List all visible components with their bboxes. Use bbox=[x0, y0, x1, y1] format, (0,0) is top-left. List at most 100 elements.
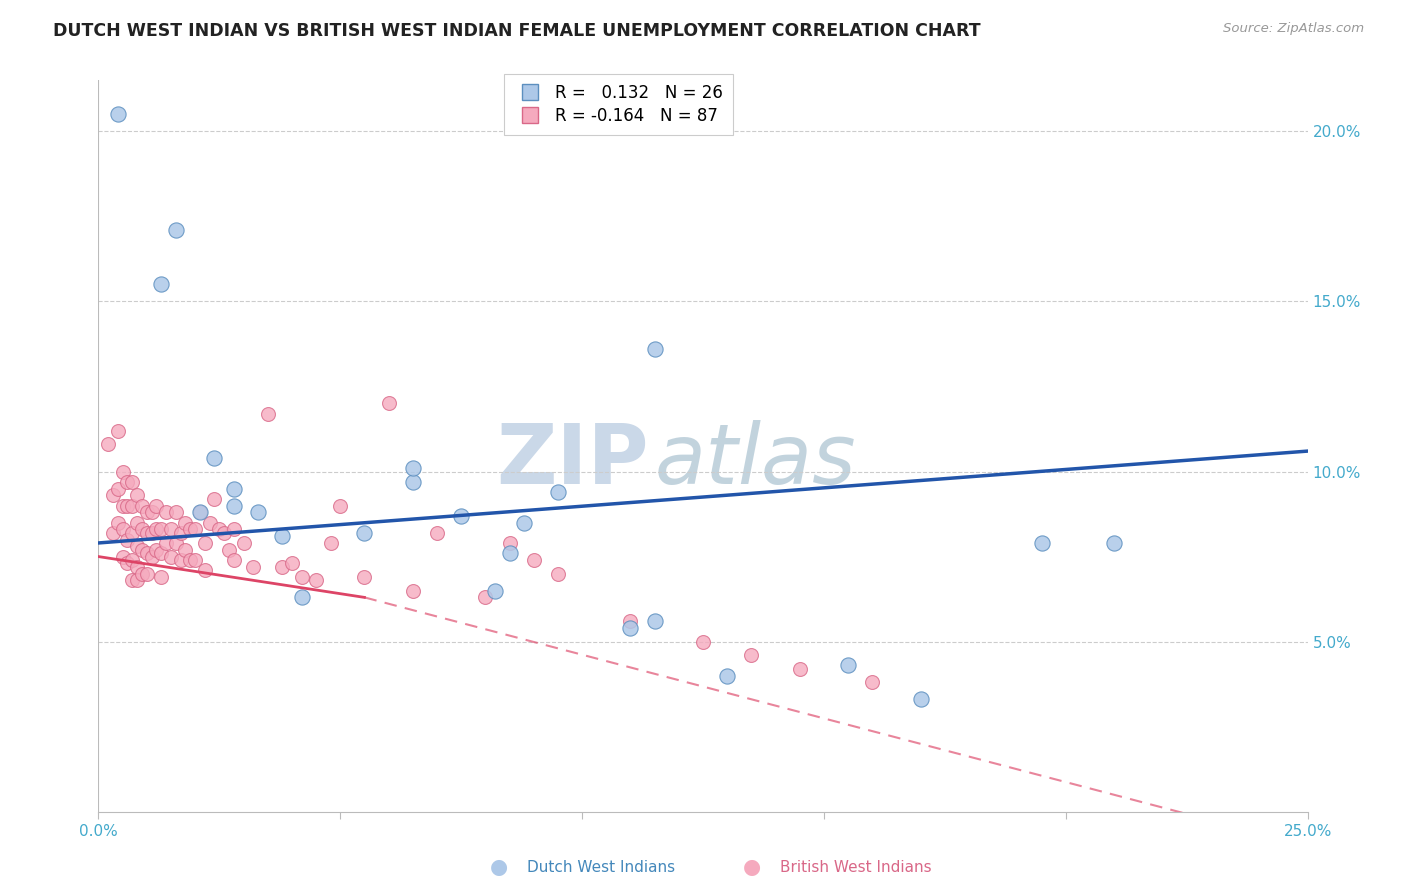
Point bbox=[150, 570, 173, 584]
Point bbox=[619, 621, 641, 635]
Point bbox=[145, 499, 167, 513]
Point bbox=[127, 574, 149, 588]
Point bbox=[127, 516, 149, 530]
Point bbox=[474, 591, 496, 605]
Point bbox=[121, 525, 143, 540]
Point bbox=[141, 505, 163, 519]
Point bbox=[160, 522, 183, 536]
Text: DUTCH WEST INDIAN VS BRITISH WEST INDIAN FEMALE UNEMPLOYMENT CORRELATION CHART: DUTCH WEST INDIAN VS BRITISH WEST INDIAN… bbox=[53, 22, 981, 40]
Point bbox=[179, 522, 201, 536]
Point bbox=[111, 549, 134, 564]
Point bbox=[1031, 536, 1053, 550]
Point bbox=[107, 516, 129, 530]
Point bbox=[218, 542, 240, 557]
Point bbox=[135, 525, 157, 540]
Point bbox=[117, 557, 139, 571]
Point bbox=[121, 574, 143, 588]
Point bbox=[121, 499, 143, 513]
Point bbox=[155, 505, 177, 519]
Point bbox=[212, 525, 235, 540]
Point bbox=[242, 559, 264, 574]
Text: atlas: atlas bbox=[655, 420, 856, 501]
Point bbox=[290, 591, 312, 605]
Point bbox=[402, 461, 425, 475]
Point bbox=[174, 516, 197, 530]
Point bbox=[329, 499, 352, 513]
Point bbox=[450, 508, 472, 523]
Point bbox=[547, 566, 569, 581]
Point bbox=[256, 407, 278, 421]
Point bbox=[290, 570, 312, 584]
Point bbox=[644, 614, 666, 628]
Point bbox=[169, 525, 191, 540]
Legend: R =   0.132   N = 26, R = -0.164   N = 87: R = 0.132 N = 26, R = -0.164 N = 87 bbox=[503, 74, 733, 135]
Point bbox=[117, 499, 139, 513]
Point bbox=[1102, 536, 1125, 550]
Point bbox=[194, 536, 217, 550]
Point bbox=[165, 536, 187, 550]
Point bbox=[127, 540, 149, 554]
Point bbox=[160, 549, 183, 564]
Point bbox=[353, 570, 375, 584]
Point bbox=[188, 505, 211, 519]
Point bbox=[271, 529, 294, 543]
Point bbox=[111, 522, 134, 536]
Point bbox=[498, 536, 520, 550]
Point bbox=[204, 450, 226, 465]
Text: ZIP: ZIP bbox=[496, 420, 648, 501]
Point bbox=[716, 668, 738, 682]
Point bbox=[271, 559, 294, 574]
Point bbox=[169, 553, 191, 567]
Point bbox=[117, 533, 139, 547]
Point bbox=[222, 482, 245, 496]
Point bbox=[184, 522, 207, 536]
Point bbox=[145, 542, 167, 557]
Point bbox=[484, 583, 506, 598]
Text: British West Indians: British West Indians bbox=[780, 860, 932, 874]
Point bbox=[513, 516, 536, 530]
Point bbox=[107, 107, 129, 121]
Point bbox=[131, 522, 153, 536]
Point bbox=[692, 634, 714, 648]
Point bbox=[121, 475, 143, 489]
Point bbox=[131, 499, 153, 513]
Point bbox=[107, 482, 129, 496]
Point bbox=[319, 536, 342, 550]
Point bbox=[150, 546, 173, 560]
Point bbox=[232, 536, 254, 550]
Point bbox=[910, 692, 932, 706]
Point bbox=[150, 277, 173, 292]
Point bbox=[135, 566, 157, 581]
Point bbox=[117, 475, 139, 489]
Point bbox=[789, 662, 811, 676]
Point bbox=[281, 557, 304, 571]
Point bbox=[179, 553, 201, 567]
Point bbox=[644, 342, 666, 356]
Point bbox=[135, 505, 157, 519]
Point bbox=[377, 396, 399, 410]
Point bbox=[127, 559, 149, 574]
Text: ●: ● bbox=[744, 857, 761, 877]
Point bbox=[97, 437, 120, 451]
Point bbox=[426, 525, 449, 540]
Point bbox=[194, 563, 217, 577]
Point bbox=[174, 542, 197, 557]
Point bbox=[305, 574, 328, 588]
Point bbox=[184, 553, 207, 567]
Point bbox=[402, 475, 425, 489]
Point bbox=[111, 465, 134, 479]
Point bbox=[547, 484, 569, 499]
Point bbox=[837, 658, 859, 673]
Point bbox=[150, 522, 173, 536]
Text: Source: ZipAtlas.com: Source: ZipAtlas.com bbox=[1223, 22, 1364, 36]
Point bbox=[860, 675, 883, 690]
Point bbox=[222, 499, 245, 513]
Point bbox=[353, 525, 375, 540]
Point bbox=[101, 525, 124, 540]
Point bbox=[222, 522, 245, 536]
Point bbox=[131, 566, 153, 581]
Point bbox=[145, 522, 167, 536]
Point bbox=[121, 553, 143, 567]
Point bbox=[141, 549, 163, 564]
Point bbox=[111, 499, 134, 513]
